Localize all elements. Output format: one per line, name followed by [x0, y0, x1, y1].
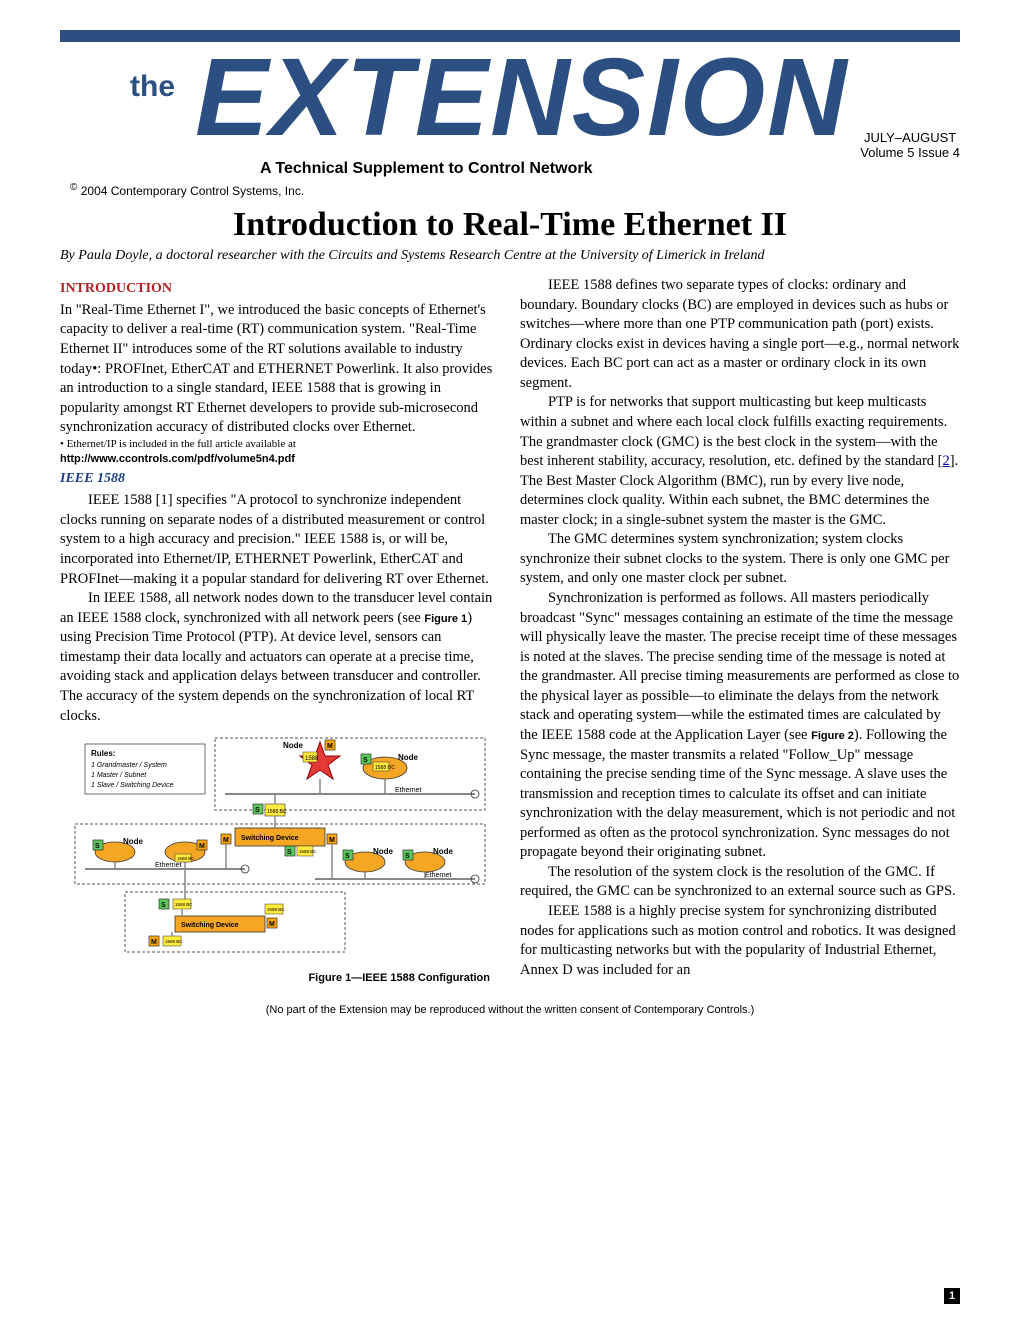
left-column: INTRODUCTION In "Real-Time Ethernet I", … [60, 276, 500, 994]
svg-text:1588 BC: 1588 BC [299, 849, 317, 854]
page-number: 1 [944, 1288, 960, 1304]
ieee-para-1: IEEE 1588 [1] specifies "A protocol to s… [60, 491, 500, 589]
p4b: ). Following the Sync message, the maste… [520, 727, 955, 860]
footnote-url: http://www.ccontrols.com/pdf/volume5n4.p… [60, 452, 500, 467]
figure-2-ref: Figure 2 [811, 730, 854, 742]
masthead: the EXTENSION JULY–AUGUST Volume 5 Issue… [60, 52, 960, 182]
r-para-3: The GMC determines system synchronizatio… [520, 530, 960, 589]
p2a: PTP is for networks that support multica… [520, 394, 947, 469]
svg-text:S: S [287, 849, 292, 856]
masthead-subtitle: A Technical Supplement to Control Networ… [260, 160, 592, 178]
svg-text:Node: Node [398, 753, 419, 762]
svg-text:S: S [405, 853, 410, 860]
svg-text:M: M [269, 921, 275, 928]
masthead-the: the [130, 70, 175, 104]
svg-text:S: S [363, 757, 368, 764]
copyright-text: 2004 Contemporary Control Systems, Inc. [81, 184, 304, 198]
svg-text:Ethernet: Ethernet [425, 872, 452, 879]
svg-text:S: S [161, 902, 166, 909]
issue-date: JULY–AUGUST [860, 130, 960, 145]
masthead-title: EXTENSION [195, 34, 849, 161]
r-para-4: Synchronization is performed as follows.… [520, 589, 960, 863]
r-para-6: IEEE 1588 is a highly precise system for… [520, 902, 960, 980]
p4a: Synchronization is performed as follows.… [520, 590, 959, 743]
article-title: Introduction to Real-Time Ethernet II [60, 206, 960, 244]
figure-1-svg: Rules: 1 Grandmaster / System 1 Master /… [60, 734, 500, 964]
ieee-para-2: In IEEE 1588, all network nodes down to … [60, 589, 500, 726]
right-column: IEEE 1588 defines two separate types of … [520, 276, 960, 994]
figure-1: Rules: 1 Grandmaster / System 1 Master /… [60, 734, 500, 994]
svg-text:S: S [345, 853, 350, 860]
r-para-2: PTP is for networks that support multica… [520, 393, 960, 530]
figure-1-ref: Figure 1 [424, 613, 467, 625]
svg-text:1588 BC: 1588 BC [267, 907, 285, 912]
svg-text:1588 BC: 1588 BC [165, 939, 183, 944]
footer-text: (No part of the Extension may be reprodu… [60, 1004, 960, 1016]
svg-text:M: M [223, 837, 229, 844]
r-para-1: IEEE 1588 defines two separate types of … [520, 276, 960, 393]
svg-text:M: M [329, 837, 335, 844]
intro-para: In "Real-Time Ethernet I", we introduced… [60, 301, 500, 438]
svg-text:Ethernet: Ethernet [155, 862, 182, 869]
ref-2-link[interactable]: 2 [943, 453, 950, 469]
copyright-symbol: © [70, 182, 77, 193]
svg-text:Node: Node [433, 847, 454, 856]
svg-text:1588 OC: 1588 OC [375, 765, 395, 771]
copyright-line: © 2004 Contemporary Control Systems, Inc… [70, 182, 960, 198]
svg-text:1 Grandmaster / System: 1 Grandmaster / System [91, 762, 167, 769]
figure-1-caption: Figure 1—IEEE 1588 Configuration [60, 971, 500, 986]
rules-label: Rules: [91, 749, 115, 758]
svg-text:Switching Device: Switching Device [241, 835, 299, 842]
svg-text:S: S [95, 843, 100, 850]
issue-volume: Volume 5 Issue 4 [860, 145, 960, 160]
svg-text:Node: Node [123, 837, 144, 846]
svg-text:M: M [327, 743, 333, 750]
heading-ieee1588: IEEE 1588 [60, 470, 500, 489]
heading-introduction: INTRODUCTION [60, 280, 500, 299]
svg-text:1588: 1588 [305, 756, 319, 762]
r-para-5: The resolution of the system clock is th… [520, 863, 960, 902]
svg-text:1588 BC: 1588 BC [177, 856, 195, 861]
svg-text:1588 BC: 1588 BC [267, 809, 287, 815]
footnote-line1: • Ethernet/IP is included in the full ar… [60, 438, 500, 452]
svg-text:Ethernet: Ethernet [395, 787, 422, 794]
svg-text:1 Master / Subnet: 1 Master / Subnet [91, 772, 147, 779]
svg-text:M: M [151, 939, 157, 946]
byline: By Paula Doyle, a doctoral researcher wi… [60, 248, 960, 264]
svg-text:S: S [255, 807, 260, 814]
svg-text:1 Slave / Switching Device: 1 Slave / Switching Device [91, 782, 174, 789]
p3b: ) using Precision Time Protocol (PTP). A… [60, 610, 481, 724]
svg-text:Node: Node [283, 741, 304, 750]
body-columns: INTRODUCTION In "Real-Time Ethernet I", … [60, 276, 960, 994]
issue-block: JULY–AUGUST Volume 5 Issue 4 [860, 130, 960, 160]
svg-text:Node: Node [373, 847, 394, 856]
svg-text:M: M [199, 843, 205, 850]
svg-text:Switching Device: Switching Device [181, 922, 239, 929]
svg-text:1588 BC: 1588 BC [175, 902, 193, 907]
